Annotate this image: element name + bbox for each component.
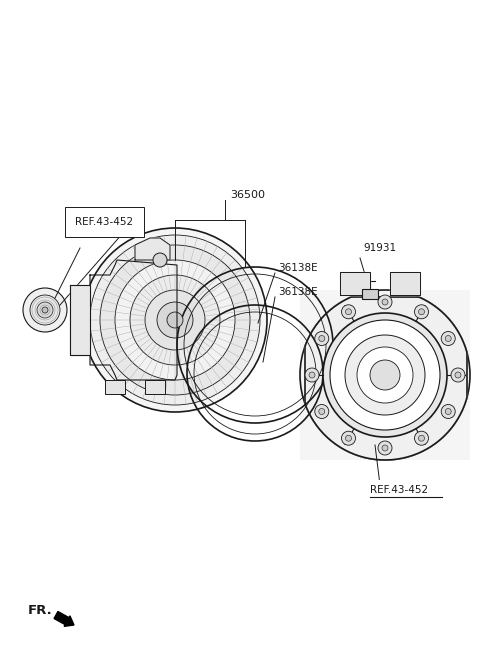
Polygon shape — [390, 272, 420, 295]
Circle shape — [90, 235, 260, 405]
Circle shape — [315, 331, 329, 346]
Circle shape — [419, 435, 424, 441]
Circle shape — [100, 245, 250, 395]
Circle shape — [382, 445, 388, 451]
Text: 36500: 36500 — [230, 190, 265, 200]
Polygon shape — [340, 272, 370, 295]
Bar — [362, 289, 378, 299]
Circle shape — [23, 288, 67, 332]
Circle shape — [445, 335, 451, 342]
Circle shape — [130, 275, 220, 365]
Circle shape — [76, 340, 80, 344]
Circle shape — [305, 368, 319, 382]
Circle shape — [37, 302, 53, 318]
Circle shape — [115, 260, 235, 380]
Text: 36138E: 36138E — [278, 263, 318, 273]
Polygon shape — [305, 297, 467, 460]
Circle shape — [73, 293, 83, 303]
Circle shape — [157, 302, 193, 338]
Bar — [105, 380, 125, 394]
Circle shape — [323, 313, 447, 437]
Circle shape — [346, 309, 351, 315]
Text: REF.43-452: REF.43-452 — [370, 485, 428, 495]
Circle shape — [357, 347, 413, 403]
Circle shape — [30, 295, 60, 325]
Text: 91931: 91931 — [363, 243, 396, 253]
Circle shape — [341, 431, 356, 445]
Text: FR.: FR. — [28, 604, 53, 617]
Bar — [300, 290, 470, 460]
Circle shape — [167, 312, 183, 328]
Circle shape — [382, 299, 388, 305]
Circle shape — [83, 228, 267, 412]
Circle shape — [76, 318, 80, 322]
Text: 36138E: 36138E — [278, 287, 318, 297]
Circle shape — [415, 305, 429, 319]
Circle shape — [455, 372, 461, 378]
Circle shape — [345, 335, 425, 415]
Circle shape — [415, 431, 429, 445]
FancyArrow shape — [54, 611, 74, 626]
Circle shape — [73, 337, 83, 347]
Circle shape — [445, 409, 451, 415]
Circle shape — [153, 253, 167, 267]
Circle shape — [330, 320, 440, 430]
Circle shape — [42, 307, 48, 313]
Circle shape — [309, 372, 315, 378]
Circle shape — [451, 368, 465, 382]
Polygon shape — [90, 260, 177, 380]
Circle shape — [319, 409, 325, 415]
Circle shape — [370, 360, 400, 390]
Polygon shape — [70, 285, 90, 355]
Bar — [145, 380, 165, 394]
Circle shape — [76, 296, 80, 300]
Circle shape — [319, 335, 325, 342]
Circle shape — [300, 290, 470, 460]
Circle shape — [441, 331, 455, 346]
Text: REF.43-452: REF.43-452 — [75, 217, 133, 227]
Circle shape — [73, 315, 83, 325]
Circle shape — [341, 305, 356, 319]
Circle shape — [346, 435, 351, 441]
Circle shape — [315, 405, 329, 419]
Circle shape — [441, 405, 455, 419]
Circle shape — [378, 295, 392, 309]
Circle shape — [145, 290, 205, 350]
Circle shape — [378, 441, 392, 455]
Polygon shape — [135, 238, 170, 260]
Circle shape — [419, 309, 424, 315]
